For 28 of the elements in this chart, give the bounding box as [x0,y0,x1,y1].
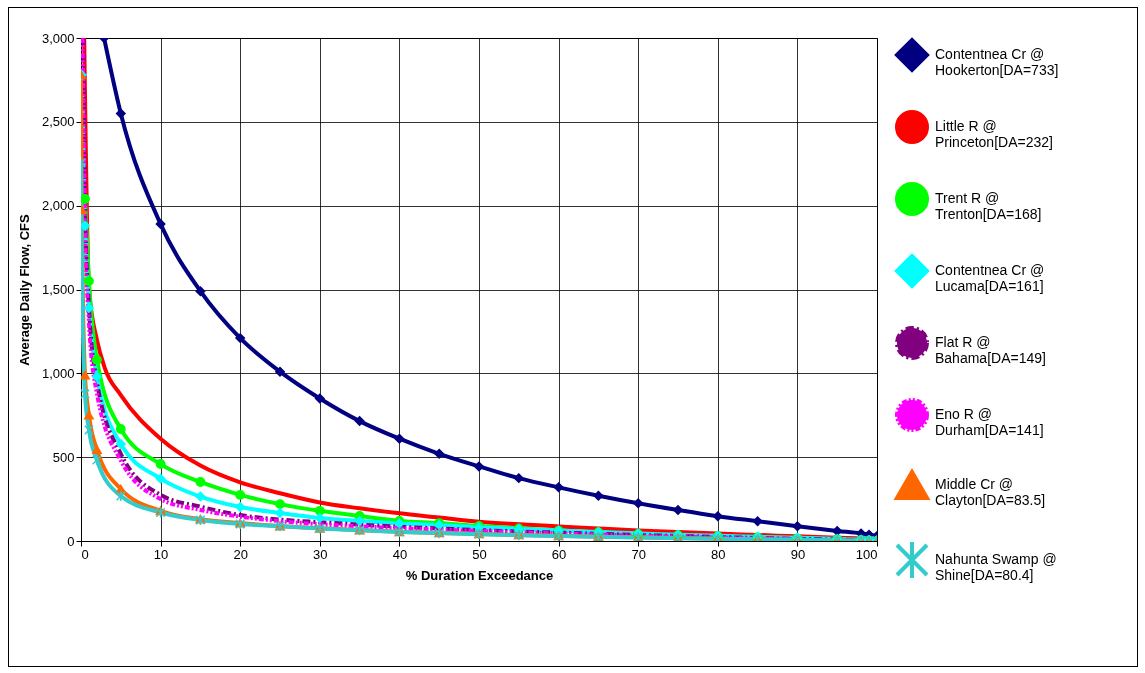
legend-label: Nahunta Swamp @ Shine[DA=80.4] [935,551,1057,583]
legend-label: Eno R @ Durham[DA=141] [935,406,1044,438]
x-tick-label: 20 [233,546,248,562]
legend-label: Contentnea Cr @ Lucama[DA=161] [935,262,1045,294]
x-tick-label: 0 [81,546,89,562]
y-tick-label: 3,000 [41,30,75,46]
legend-label: Contentnea Cr @ Hookerton[DA=733] [935,46,1059,78]
y-tick-label: 500 [52,449,75,465]
y-tick-label: 2,500 [41,114,75,130]
x-axis-title: % Duration Exceedance [405,567,554,583]
x-tick-label: 80 [711,546,726,562]
x-tick-label: 10 [153,546,169,562]
x-tick-label: 30 [313,546,328,562]
y-tick-label: 1,500 [41,282,75,297]
x-tick-label: 70 [631,546,646,562]
y-axis-title: Average Daily Flow, CFS [16,213,32,366]
x-tick-label: 40 [392,546,408,562]
legend-label: Flat R @ Bahama[DA=149] [935,334,1046,366]
x-tick-label: 50 [472,546,487,562]
y-tick-label: 1,000 [41,365,75,381]
legend-label: Middle Cr @ Clayton[DA=83.5] [935,476,1046,508]
y-tick-label: 0 [67,533,75,549]
x-tick-label: 100 [855,546,878,562]
y-tick-label: 2,000 [41,198,75,214]
legend-label: Trent R @ Trenton[DA=168] [935,190,1042,222]
legend-label: Little R @ Princeton[DA=232] [935,118,1053,150]
x-tick-label: 90 [790,546,806,562]
x-tick-label: 60 [551,546,567,562]
